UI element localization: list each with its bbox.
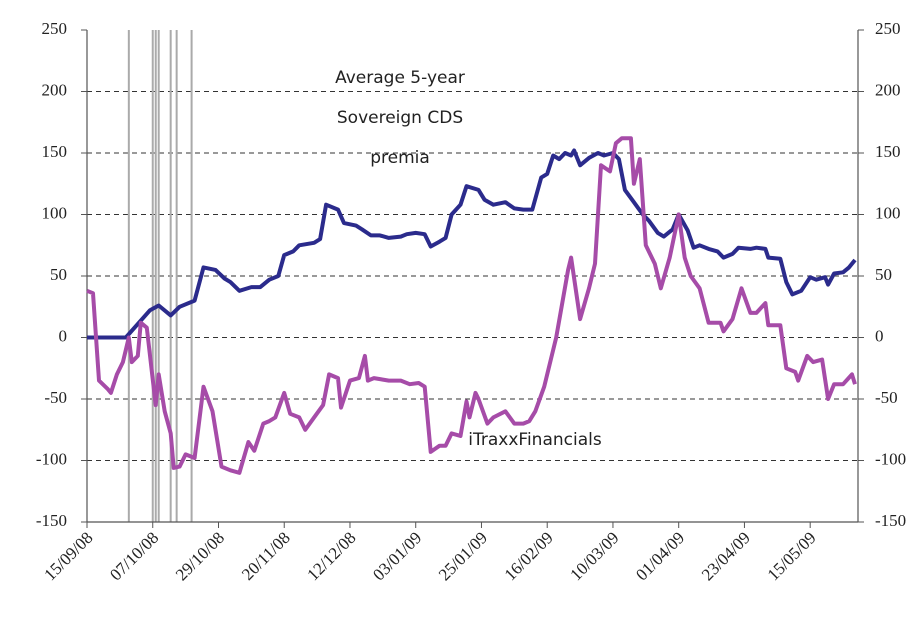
y2-tick-label: 250 — [875, 19, 901, 38]
x-tick-label: 10/03/09 — [566, 528, 622, 584]
y-tick-label: 100 — [42, 203, 68, 222]
y-tick-label: 150 — [42, 142, 68, 161]
y2-tick-label: 0 — [875, 326, 884, 345]
x-tick-label: 15/05/09 — [764, 528, 820, 584]
y2-tick-label: 50 — [875, 265, 892, 284]
series-line — [86, 136, 857, 475]
x-tick-label: 07/10/08 — [106, 528, 162, 584]
x-tick-label: 12/12/08 — [303, 528, 359, 584]
x-tick-label: 23/04/09 — [698, 528, 754, 584]
series-line — [87, 148, 857, 340]
x-tick-label: 15/09/08 — [40, 528, 96, 584]
y-tick-label: 200 — [42, 80, 68, 99]
series-label: Sovereign CDS — [337, 108, 463, 128]
x-tick-label: 03/01/09 — [369, 528, 425, 584]
y-tick-label: -100 — [36, 449, 67, 468]
y-tick-label: -150 — [36, 511, 67, 530]
y2-tick-label: -50 — [875, 388, 898, 407]
y2-tick-label: -100 — [875, 449, 906, 468]
y2-tick-label: 150 — [875, 142, 901, 161]
y-tick-label: -50 — [44, 388, 67, 407]
y-tick-label: 0 — [59, 326, 68, 345]
x-tick-label: 20/11/08 — [238, 528, 294, 584]
y2-tick-label: 100 — [875, 203, 901, 222]
x-tick-label: 16/02/09 — [501, 528, 557, 584]
series-label: Average 5-year — [335, 68, 465, 88]
x-tick-label: 29/10/08 — [172, 528, 228, 584]
y-tick-label: 250 — [42, 19, 68, 38]
y-tick-label: 50 — [50, 265, 67, 284]
y2-tick-label: -150 — [875, 511, 906, 530]
y2-tick-label: 200 — [875, 80, 901, 99]
series-label: premia — [370, 148, 430, 168]
x-tick-label: 25/01/09 — [435, 528, 491, 584]
series-label: iTraxxFinancials — [468, 430, 602, 450]
x-tick-label: 01/04/09 — [632, 528, 688, 584]
